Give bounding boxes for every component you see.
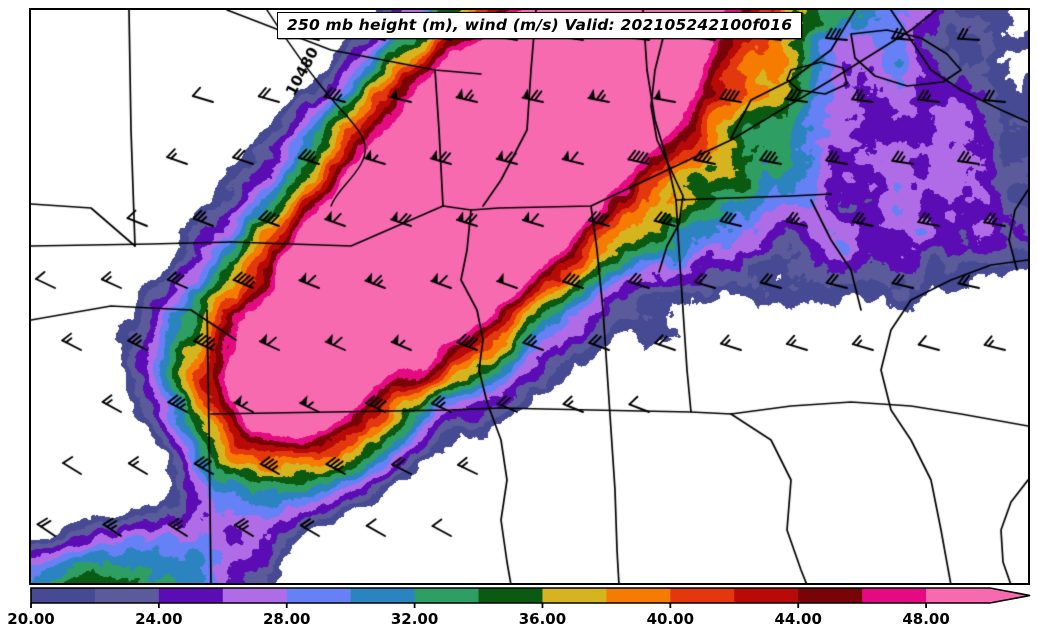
colorbar-band bbox=[606, 588, 671, 603]
colorbar-tick-label: 44.00 bbox=[774, 610, 821, 628]
colorbar-band bbox=[478, 588, 544, 603]
weather-map-panel bbox=[29, 8, 1030, 585]
colorbar-tick-label: 28.00 bbox=[263, 610, 310, 628]
wind-speed-contour-map bbox=[31, 10, 1028, 583]
colorbar-band bbox=[414, 588, 480, 603]
colorbar-band bbox=[286, 588, 352, 603]
colorbar-ticks bbox=[30, 603, 927, 608]
colorbar-svg: 20.00 24.00 28.00 32.00 36.00 40.00 44.00 48.00 bbox=[7, 587, 1031, 628]
colorbar-outline bbox=[30, 587, 1031, 604]
colorbar-tick-label: 48.00 bbox=[902, 610, 949, 628]
colorbar-tick-labels: 20.00 24.00 28.00 32.00 36.00 40.00 44.00 48.00 bbox=[7, 610, 950, 628]
colorbar-extend-arrow bbox=[990, 588, 1030, 603]
colorbar-tick-label: 20.00 bbox=[7, 610, 54, 628]
colorbar-band bbox=[798, 588, 863, 603]
colorbar-band bbox=[222, 588, 288, 603]
colorbar-bands bbox=[30, 587, 1031, 604]
colorbar: 20.00 24.00 28.00 32.00 36.00 40.00 44.00 48.00 bbox=[0, 585, 1037, 633]
colorbar-tick-label: 40.00 bbox=[647, 610, 694, 628]
colorbar-tick-label: 36.00 bbox=[519, 610, 566, 628]
colorbar-band bbox=[350, 588, 416, 603]
map-title: 250 mb height (m), wind (m/s) Valid: 202… bbox=[277, 12, 803, 39]
colorbar-band bbox=[926, 588, 991, 603]
colorbar-band bbox=[542, 588, 607, 603]
colorbar-band bbox=[670, 588, 735, 603]
colorbar-band bbox=[158, 588, 224, 603]
colorbar-band bbox=[94, 588, 160, 603]
colorbar-band bbox=[31, 588, 96, 603]
colorbar-tick-label: 32.00 bbox=[391, 610, 438, 628]
colorbar-band bbox=[862, 588, 927, 603]
colorbar-tick-label: 24.00 bbox=[135, 610, 182, 628]
colorbar-band bbox=[734, 588, 799, 603]
